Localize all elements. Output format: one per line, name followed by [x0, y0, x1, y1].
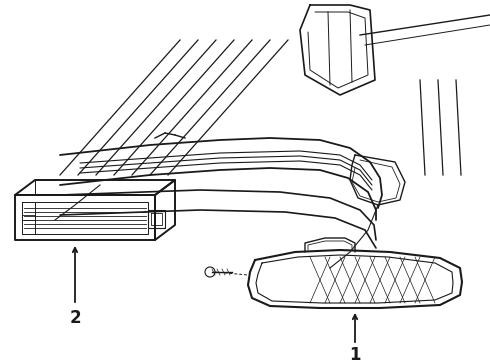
- Text: 1: 1: [349, 346, 361, 360]
- Text: 2: 2: [69, 309, 81, 327]
